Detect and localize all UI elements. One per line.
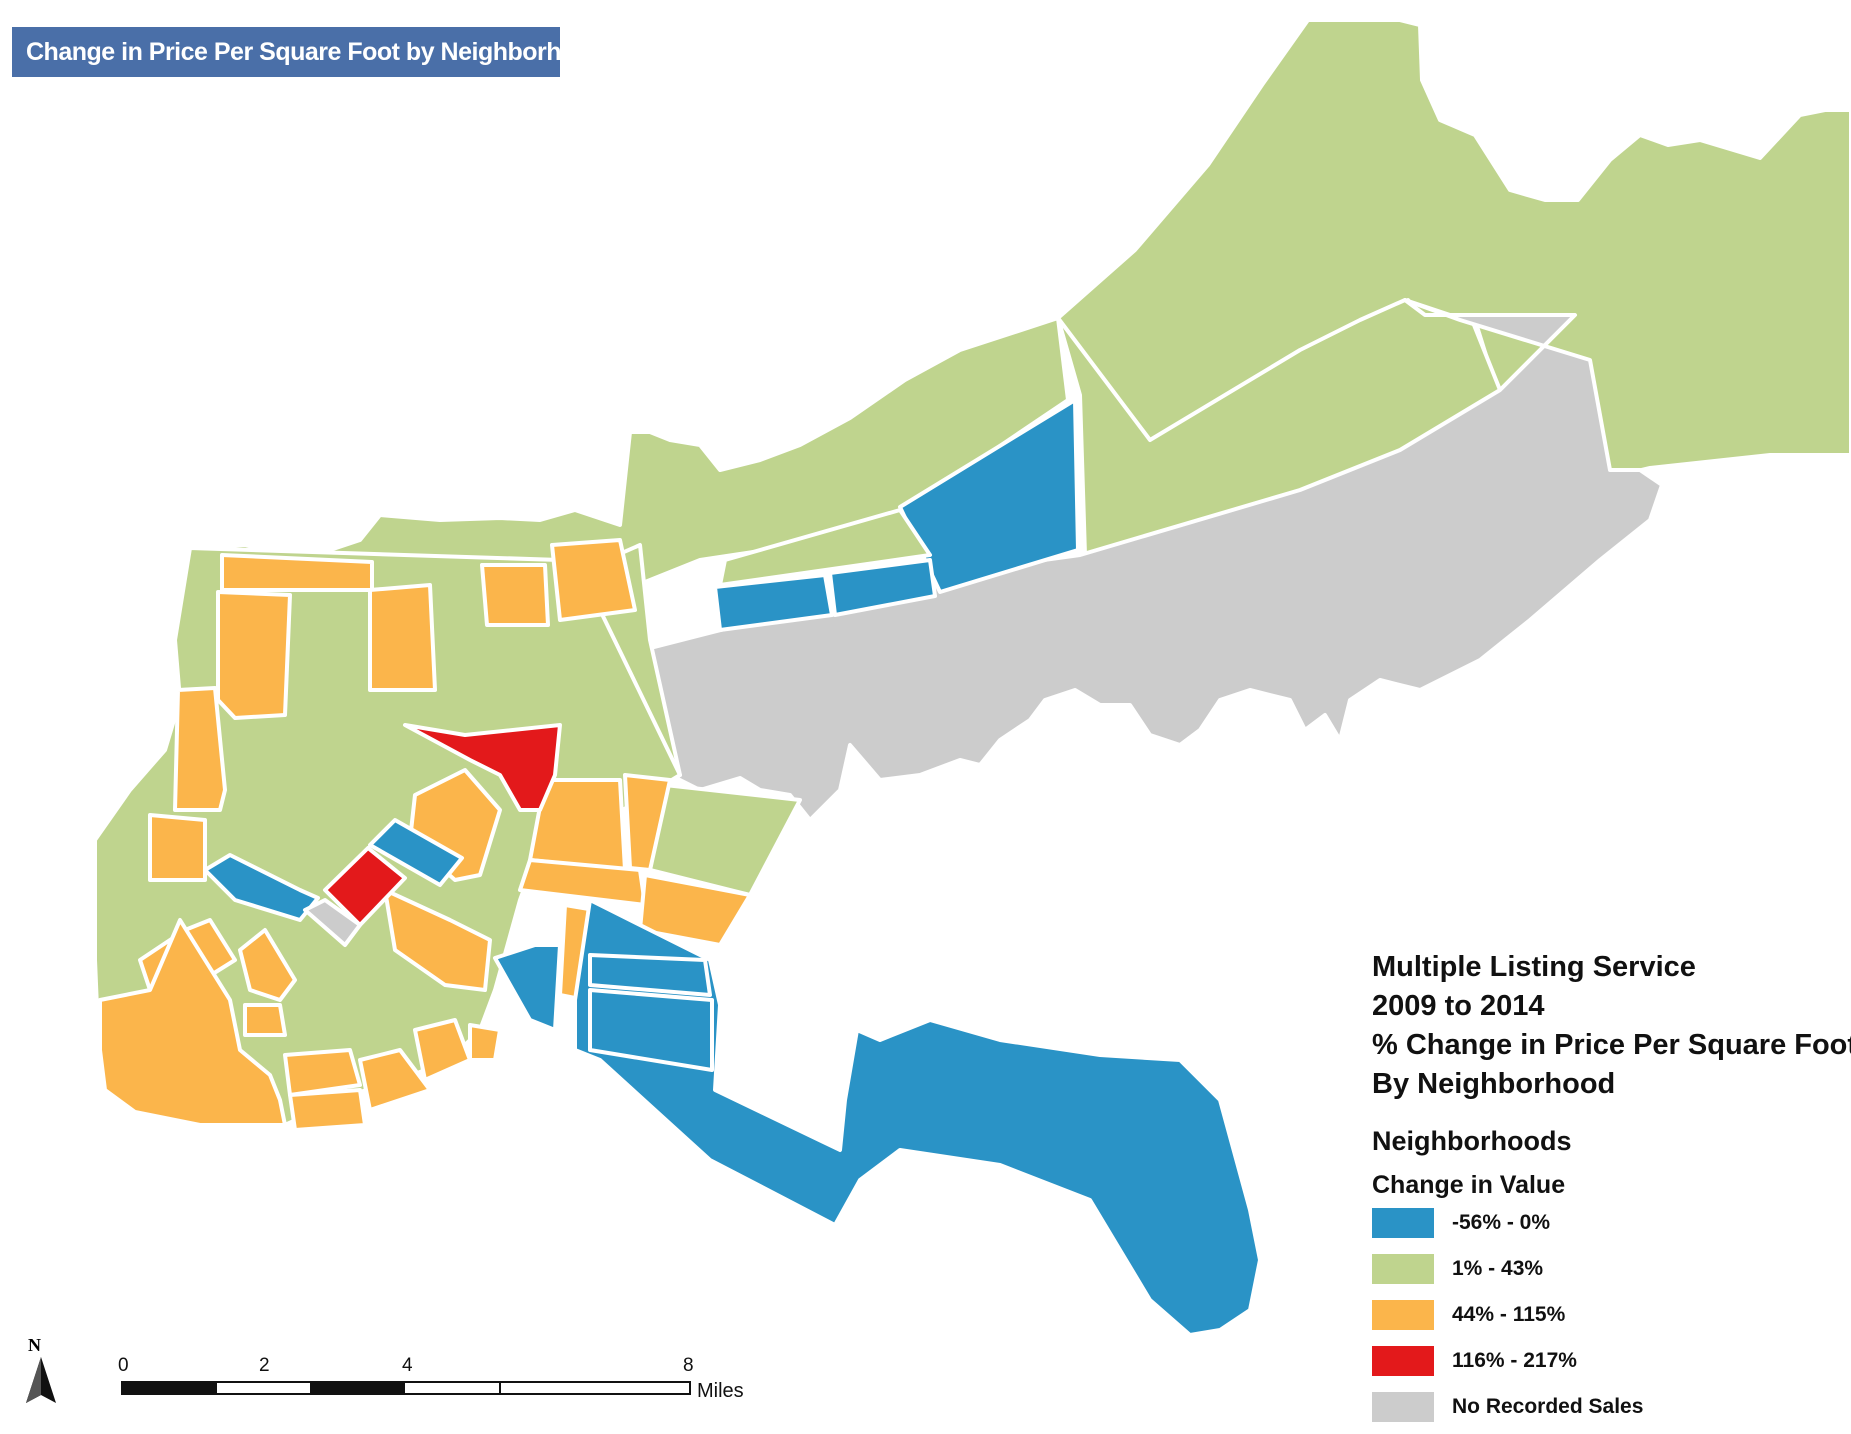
neighborhood-blue-south-mid2 [588, 988, 714, 1072]
scale-tick-4: 4 [402, 1355, 413, 1376]
neighborhood-broadmoor-west [148, 813, 207, 882]
legend-field-name: Change in Value [1372, 1171, 1566, 1199]
north-arrow-icon [26, 1357, 56, 1403]
north-label: N [28, 1335, 41, 1355]
legend-swatch [1372, 1254, 1434, 1284]
scale-tick-8: 8 [683, 1355, 694, 1376]
scale-tick-2: 2 [259, 1355, 270, 1376]
scale-bar [121, 1381, 691, 1395]
neighborhood-city-park [480, 563, 550, 627]
legend-swatch [1372, 1208, 1434, 1238]
neighborhood-blue-center [368, 818, 464, 887]
legend-swatch [1372, 1300, 1434, 1330]
legend-item-label: 44% - 115% [1452, 1303, 1566, 1326]
legend-swatch [1372, 1392, 1434, 1422]
legend-heading-line-4: By Neighborhood [1372, 1068, 1616, 1100]
neighborhood-navarre [368, 583, 437, 692]
neighborhood-east-no-sales [648, 298, 1664, 822]
neighborhood-blue-west [203, 853, 320, 922]
legend-heading-line-3: % Change in Price Per Square Foot [1372, 1029, 1851, 1061]
legend-swatch [1372, 1346, 1434, 1376]
legend: Multiple Listing Service 2009 to 2014 % … [1372, 948, 1851, 1430]
legend-item: -56% - 0% [1372, 1200, 1842, 1246]
neighborhood-red-north [403, 723, 562, 812]
neighborhood-bywater-west [518, 858, 647, 907]
neighborhood-gentilly-terrace [550, 538, 637, 622]
neighborhood-gray-west [303, 898, 362, 947]
neighborhood-freret [243, 1003, 287, 1037]
neighborhood-lakeview-north [220, 553, 374, 592]
neighborhood-cbd-orange [383, 888, 492, 992]
neighborhood-blue-south-west [493, 943, 562, 1032]
legend-heading-line-1: Multiple Listing Service [1372, 951, 1696, 983]
neighborhood-lower-garden [358, 1048, 432, 1112]
neighborhood-marigny [638, 873, 752, 947]
neighborhood-lower-cbd [468, 1023, 502, 1062]
legend-item-label: No Recorded Sales [1452, 1395, 1644, 1418]
neighborhood-irish-channel [288, 1088, 367, 1132]
neighborhood-red-south [323, 846, 407, 927]
neighborhood-uptown-south [98, 918, 287, 1127]
neighborhood-st-claude [623, 773, 672, 872]
map-title: Change in Price Per Square Foot by Neigh… [12, 27, 560, 77]
legend-item: 44% - 115% [1372, 1292, 1842, 1338]
scale-unit: Miles [697, 1380, 744, 1402]
neighborhood-green-mid [718, 508, 932, 587]
legend-item: 116% - 217% [1372, 1338, 1842, 1384]
neighborhood-blue-left [713, 573, 834, 632]
neighborhood-west-end [173, 686, 227, 812]
legend-item-label: 1% - 43% [1452, 1257, 1544, 1280]
neighborhood-audubon [238, 928, 297, 1002]
neighborhood-blue-mid [828, 558, 937, 617]
scale-tick-0: 0 [118, 1355, 129, 1376]
neighborhood-blue-south-big [573, 898, 1262, 1337]
legend-item-label: -56% - 0% [1452, 1211, 1551, 1234]
neighborhood-lakeview [216, 590, 292, 720]
legend-item: 1% - 43% [1372, 1246, 1842, 1292]
legend-layer-name: Neighborhoods [1372, 1126, 1572, 1156]
neighborhood-blue-south-mid [588, 953, 712, 997]
legend-item-label: 116% - 217% [1452, 1349, 1577, 1372]
legend-heading-line-2: 2009 to 2014 [1372, 990, 1545, 1022]
neighborhood-garden-district [283, 1048, 362, 1097]
legend-item: No Recorded Sales [1372, 1384, 1842, 1430]
